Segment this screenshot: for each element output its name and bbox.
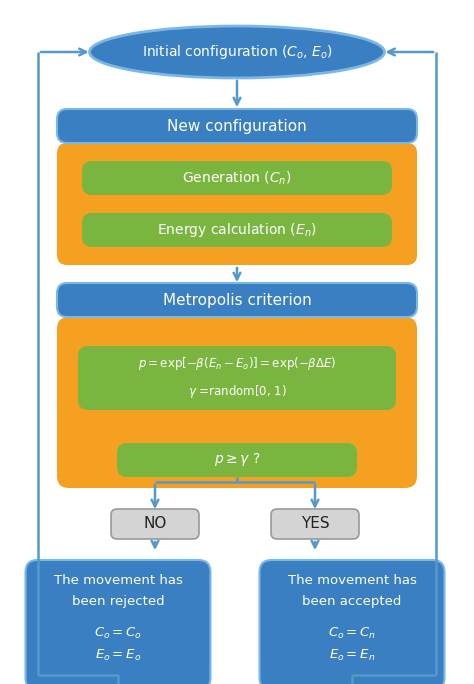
FancyBboxPatch shape [82,213,392,247]
FancyBboxPatch shape [57,283,417,317]
FancyBboxPatch shape [271,509,359,539]
FancyBboxPatch shape [259,560,445,684]
Text: $E_o = E_n$: $E_o = E_n$ [329,648,375,663]
FancyBboxPatch shape [82,161,392,195]
Text: YES: YES [301,516,329,531]
Text: Metropolis criterion: Metropolis criterion [163,293,311,308]
FancyBboxPatch shape [26,560,210,684]
Text: Initial configuration ($C_o$, $E_o$): Initial configuration ($C_o$, $E_o$) [142,43,332,61]
Ellipse shape [90,26,384,78]
Text: The movement has: The movement has [54,575,182,588]
Text: been rejected: been rejected [72,594,164,607]
Text: $p \geq \gamma$ ?: $p \geq \gamma$ ? [214,451,260,469]
FancyBboxPatch shape [111,509,199,539]
FancyBboxPatch shape [78,346,396,410]
Text: Energy calculation ($E_n$): Energy calculation ($E_n$) [157,221,317,239]
FancyBboxPatch shape [57,317,417,488]
Text: $\gamma$ =random[0, 1): $\gamma$ =random[0, 1) [188,384,286,401]
Text: $C_o = C_n$: $C_o = C_n$ [328,625,376,640]
Text: NO: NO [143,516,167,531]
Text: Generation ($C_n$): Generation ($C_n$) [182,170,292,187]
FancyBboxPatch shape [57,143,417,265]
Text: New configuration: New configuration [167,118,307,133]
Text: $C_o = C_o$: $C_o = C_o$ [94,625,142,640]
Text: The movement has: The movement has [288,575,417,588]
Text: $p = \exp[-\beta(E_n - E_o)] = \exp(-\beta\Delta E)$: $p = \exp[-\beta(E_n - E_o)] = \exp(-\be… [138,356,336,373]
Text: been accepted: been accepted [302,594,401,607]
Text: $E_o = E_o$: $E_o = E_o$ [95,648,141,663]
FancyBboxPatch shape [57,109,417,143]
FancyBboxPatch shape [117,443,357,477]
